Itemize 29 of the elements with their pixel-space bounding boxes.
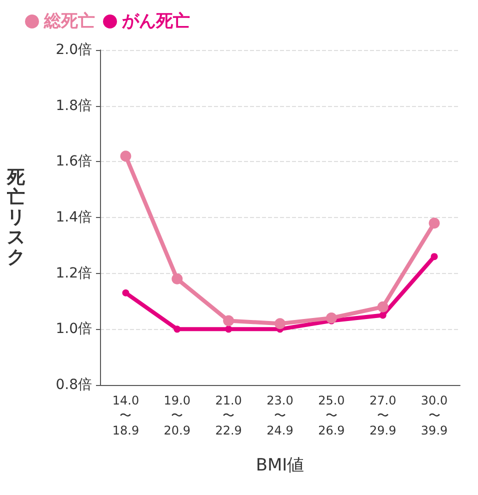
y-tick-label: 1.8倍 [56, 98, 92, 114]
legend-label: 総死亡 [43, 12, 95, 32]
y-tick-label: 2.0倍 [56, 42, 92, 58]
point [174, 326, 181, 333]
y-tick-label: 1.2倍 [56, 265, 92, 282]
x-axis-title: BMI値 [256, 456, 304, 476]
y-tick-label: 1.0倍 [56, 321, 92, 338]
point [428, 218, 440, 229]
point [122, 289, 130, 296]
x-tick-label: 27.0〜29.9 [370, 394, 396, 438]
x-tick-label: 21.0〜22.9 [215, 394, 242, 438]
point [379, 312, 386, 319]
y-tick-label: 1.4倍 [56, 210, 92, 226]
point [172, 273, 183, 284]
x-tick-label: 23.0〜24.9 [266, 394, 294, 438]
legend-label: がん死亡 [121, 12, 190, 32]
x-tick-label: 19.0〜20.9 [164, 394, 190, 438]
x-tick-label: 14.0〜18.9 [112, 394, 140, 438]
point [225, 326, 232, 333]
point [430, 253, 438, 260]
y-tick-label: 1.6倍 [56, 154, 92, 170]
x-tick-label: 30.0〜39.9 [420, 394, 448, 438]
x-tick-label: 25.0〜26.9 [318, 394, 345, 438]
y-axis-title: 死亡リスク [6, 167, 26, 268]
y-tick-label: 0.8倍 [56, 377, 92, 393]
point [274, 318, 286, 330]
point [120, 150, 132, 162]
point [377, 301, 388, 312]
point [223, 315, 234, 326]
